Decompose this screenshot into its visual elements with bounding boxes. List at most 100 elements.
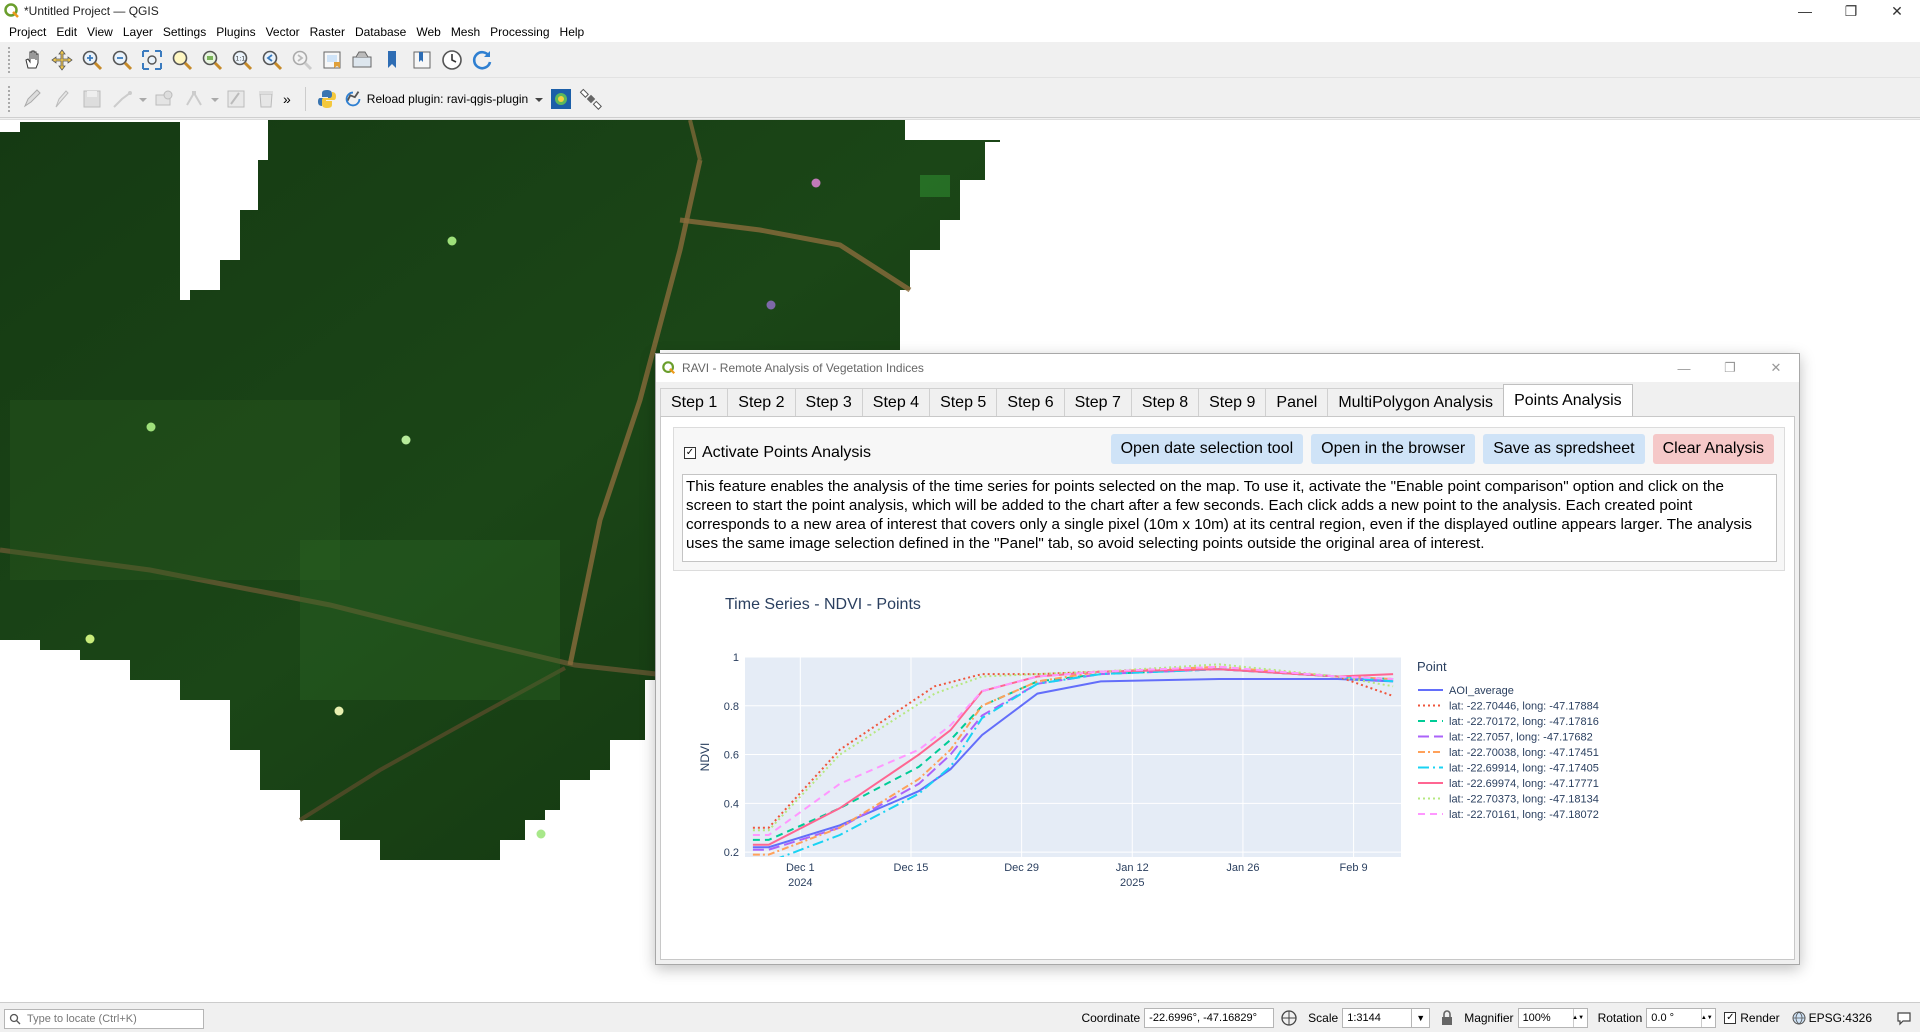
maximize-button[interactable]: ❐ bbox=[1844, 2, 1858, 19]
toggle-editing-icon[interactable] bbox=[47, 84, 77, 114]
map-tips-icon[interactable] bbox=[377, 45, 407, 75]
analysis-point[interactable] bbox=[536, 829, 546, 839]
legend-item[interactable]: lat: -22.70446, long: -47.17884 bbox=[1449, 701, 1599, 713]
tab-step-7[interactable]: Step 7 bbox=[1063, 388, 1132, 416]
menu-processing[interactable]: Processing bbox=[490, 25, 550, 39]
temporal-controller-icon[interactable] bbox=[437, 45, 467, 75]
crs-globe-icon[interactable] bbox=[1792, 1011, 1806, 1025]
legend-item[interactable]: AOI_average bbox=[1449, 685, 1514, 697]
dialog-titlebar[interactable]: RAVI - Remote Analysis of Vegetation Ind… bbox=[656, 354, 1799, 382]
zoom-next-icon[interactable] bbox=[287, 45, 317, 75]
clear-analysis-button[interactable]: Clear Analysis bbox=[1652, 434, 1774, 464]
vertex-tool-icon[interactable] bbox=[179, 84, 209, 114]
menu-raster[interactable]: Raster bbox=[309, 25, 345, 39]
legend-item[interactable]: lat: -22.70161, long: -47.18072 bbox=[1449, 809, 1599, 821]
tab-step-1[interactable]: Step 1 bbox=[660, 388, 729, 416]
analysis-point[interactable] bbox=[766, 300, 776, 310]
legend-item[interactable]: lat: -22.70373, long: -47.18134 bbox=[1449, 794, 1599, 806]
messages-icon[interactable] bbox=[1896, 1010, 1912, 1026]
menu-help[interactable]: Help bbox=[559, 25, 585, 39]
render-checkbox[interactable]: ✓ bbox=[1724, 1012, 1737, 1024]
legend-item[interactable]: lat: -22.70038, long: -47.17451 bbox=[1449, 747, 1599, 759]
legend-item[interactable]: lat: -22.7057, long: -47.17682 bbox=[1449, 732, 1593, 744]
zoom-to-selection-icon[interactable] bbox=[167, 45, 197, 75]
tab-step-3[interactable]: Step 3 bbox=[794, 388, 863, 416]
dropdown-arrow-icon[interactable] bbox=[532, 84, 546, 114]
crs-label[interactable]: EPSG:4326 bbox=[1808, 1011, 1872, 1025]
spatial-bookmark-icon[interactable] bbox=[407, 45, 437, 75]
tab-step-8[interactable]: Step 8 bbox=[1130, 388, 1200, 416]
current-edits-icon[interactable] bbox=[17, 84, 47, 114]
pan-to-selection-icon[interactable] bbox=[47, 45, 77, 75]
rotation-field[interactable]: 0.0 ° ▲▼ bbox=[1646, 1008, 1717, 1028]
menu-settings[interactable]: Settings bbox=[162, 25, 207, 39]
open-date-selection-button[interactable]: Open date selection tool bbox=[1110, 434, 1304, 464]
modify-attributes-icon[interactable] bbox=[221, 84, 251, 114]
magnifier-spinner[interactable]: ▲▼ bbox=[1572, 1009, 1584, 1027]
rotation-spinner[interactable]: ▲▼ bbox=[1701, 1009, 1713, 1027]
analysis-point[interactable] bbox=[146, 422, 156, 432]
satellite-icon[interactable] bbox=[576, 84, 606, 114]
tab-step-4[interactable]: Step 4 bbox=[861, 388, 931, 416]
legend-item[interactable]: lat: -22.69974, long: -47.17771 bbox=[1449, 778, 1599, 790]
toolbar-grip[interactable] bbox=[8, 46, 11, 73]
menu-plugins[interactable]: Plugins bbox=[216, 25, 256, 39]
show-bookmarks-icon[interactable] bbox=[347, 45, 377, 75]
tab-step-2[interactable]: Step 2 bbox=[727, 388, 796, 416]
minimize-button[interactable]: — bbox=[1798, 3, 1812, 19]
coordinate-field[interactable]: -22.6996°, -47.16829° bbox=[1144, 1008, 1275, 1028]
tab-step-6[interactable]: Step 6 bbox=[996, 388, 1065, 416]
zoom-in-icon[interactable] bbox=[77, 45, 107, 75]
python-console-icon[interactable] bbox=[312, 84, 342, 114]
dropdown-arrow-icon[interactable] bbox=[137, 84, 149, 114]
analysis-point[interactable] bbox=[401, 435, 411, 445]
analysis-point[interactable] bbox=[811, 178, 821, 188]
dropdown-arrow-icon[interactable] bbox=[209, 84, 221, 114]
legend-item[interactable]: lat: -22.70172, long: -47.17816 bbox=[1449, 716, 1599, 728]
menu-database[interactable]: Database bbox=[354, 25, 407, 39]
menu-view[interactable]: View bbox=[87, 25, 113, 39]
dialog-close-button[interactable]: ✕ bbox=[1770, 360, 1782, 375]
analysis-point[interactable] bbox=[447, 236, 457, 246]
scale-field[interactable]: 1:3144 bbox=[1342, 1008, 1413, 1028]
ravi-plugin-icon[interactable] bbox=[546, 84, 576, 114]
digitize-line-icon[interactable] bbox=[107, 84, 137, 114]
menu-mesh[interactable]: Mesh bbox=[450, 25, 481, 39]
dialog-maximize-button[interactable]: ❐ bbox=[1724, 360, 1736, 375]
toolbar-overflow-button[interactable]: » bbox=[283, 90, 291, 107]
analysis-point[interactable] bbox=[85, 634, 95, 644]
extents-toggle-icon[interactable] bbox=[1280, 1009, 1298, 1027]
save-spreadsheet-button[interactable]: Save as spredsheet bbox=[1483, 434, 1645, 464]
add-feature-icon[interactable] bbox=[149, 84, 179, 114]
tab-step-5[interactable]: Step 5 bbox=[929, 388, 998, 416]
zoom-last-icon[interactable] bbox=[257, 45, 287, 75]
tab-step-9[interactable]: Step 9 bbox=[1198, 388, 1267, 416]
delete-selected-icon[interactable] bbox=[251, 84, 281, 114]
zoom-out-icon[interactable] bbox=[107, 45, 137, 75]
toolbar-grip[interactable] bbox=[8, 85, 11, 112]
menu-web[interactable]: Web bbox=[416, 25, 441, 39]
open-in-browser-button[interactable]: Open in the browser bbox=[1311, 434, 1476, 464]
pan-icon[interactable] bbox=[17, 45, 47, 75]
locator-search-input[interactable]: Type to locate (Ctrl+K) bbox=[4, 1009, 204, 1029]
menu-project[interactable]: Project bbox=[9, 25, 47, 39]
activate-points-checkbox[interactable]: ✓ Activate Points Analysis bbox=[684, 444, 871, 462]
zoom-full-icon[interactable] bbox=[137, 45, 167, 75]
tab-multipolygon-analysis[interactable]: MultiPolygon Analysis bbox=[1327, 388, 1505, 416]
zoom-native-icon[interactable]: 1:1 bbox=[227, 45, 257, 75]
menu-edit[interactable]: Edit bbox=[56, 25, 78, 39]
magnifier-field[interactable]: 100% ▲▼ bbox=[1517, 1008, 1588, 1028]
new-bookmark-icon[interactable] bbox=[317, 45, 347, 75]
dialog-minimize-button[interactable]: — bbox=[1677, 360, 1691, 376]
save-edits-icon[interactable] bbox=[77, 84, 107, 114]
menu-layer[interactable]: Layer bbox=[122, 25, 153, 39]
analysis-point[interactable] bbox=[334, 706, 344, 716]
tab-points-analysis[interactable]: Points Analysis bbox=[1503, 384, 1633, 416]
tab-panel[interactable]: Panel bbox=[1265, 388, 1329, 416]
scale-dropdown-button[interactable]: ▼ bbox=[1412, 1008, 1431, 1028]
zoom-to-layer-icon[interactable] bbox=[197, 45, 227, 75]
close-button[interactable]: ✕ bbox=[1891, 2, 1903, 19]
lock-scale-icon[interactable] bbox=[1440, 1010, 1454, 1026]
refresh-icon[interactable] bbox=[467, 45, 497, 75]
menu-vector[interactable]: Vector bbox=[265, 25, 300, 39]
